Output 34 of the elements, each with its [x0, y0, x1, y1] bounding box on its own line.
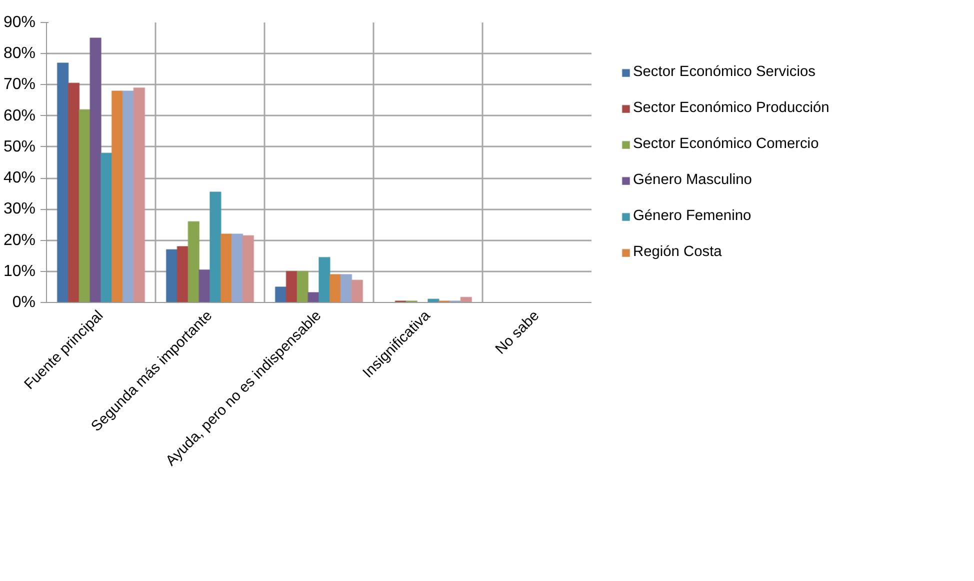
bar	[329, 274, 342, 302]
y-tick-label: 20%	[3, 232, 36, 249]
bar	[56, 62, 69, 302]
bar	[220, 234, 232, 302]
bar	[100, 152, 112, 302]
y-tick-label: 50%	[3, 138, 36, 156]
bar	[198, 269, 210, 302]
bar	[78, 109, 91, 302]
legend-label: Sector Económico Comercio	[633, 136, 819, 152]
bar	[133, 87, 146, 302]
y-tick-label: 60%	[3, 107, 36, 124]
y-tick-label: 30%	[3, 200, 36, 218]
bar	[90, 38, 102, 302]
bar	[274, 286, 287, 302]
y-tick-label: 10%	[3, 262, 36, 280]
bar	[351, 280, 364, 302]
bar	[296, 270, 309, 302]
bar	[242, 235, 254, 302]
y-tick-label: 80%	[3, 45, 36, 62]
bar	[188, 221, 200, 302]
bar	[111, 90, 124, 302]
legend-label: Región Costa	[633, 244, 722, 260]
bar	[460, 296, 472, 302]
bar	[210, 192, 222, 302]
y-tick-label: 70%	[3, 76, 36, 94]
y-tick-label: 40%	[3, 170, 36, 187]
legend-label: Género Masculino	[633, 172, 752, 188]
legend-label: Sector Económico Producción	[633, 100, 830, 116]
legend-label: Sector Económico Servicios	[633, 64, 816, 80]
bar	[166, 249, 178, 302]
y-tick-label: 0%	[12, 294, 36, 311]
legend-label: Género Femenino	[633, 208, 752, 224]
bar	[318, 256, 330, 302]
y-tick-label: 90%	[3, 14, 36, 31]
